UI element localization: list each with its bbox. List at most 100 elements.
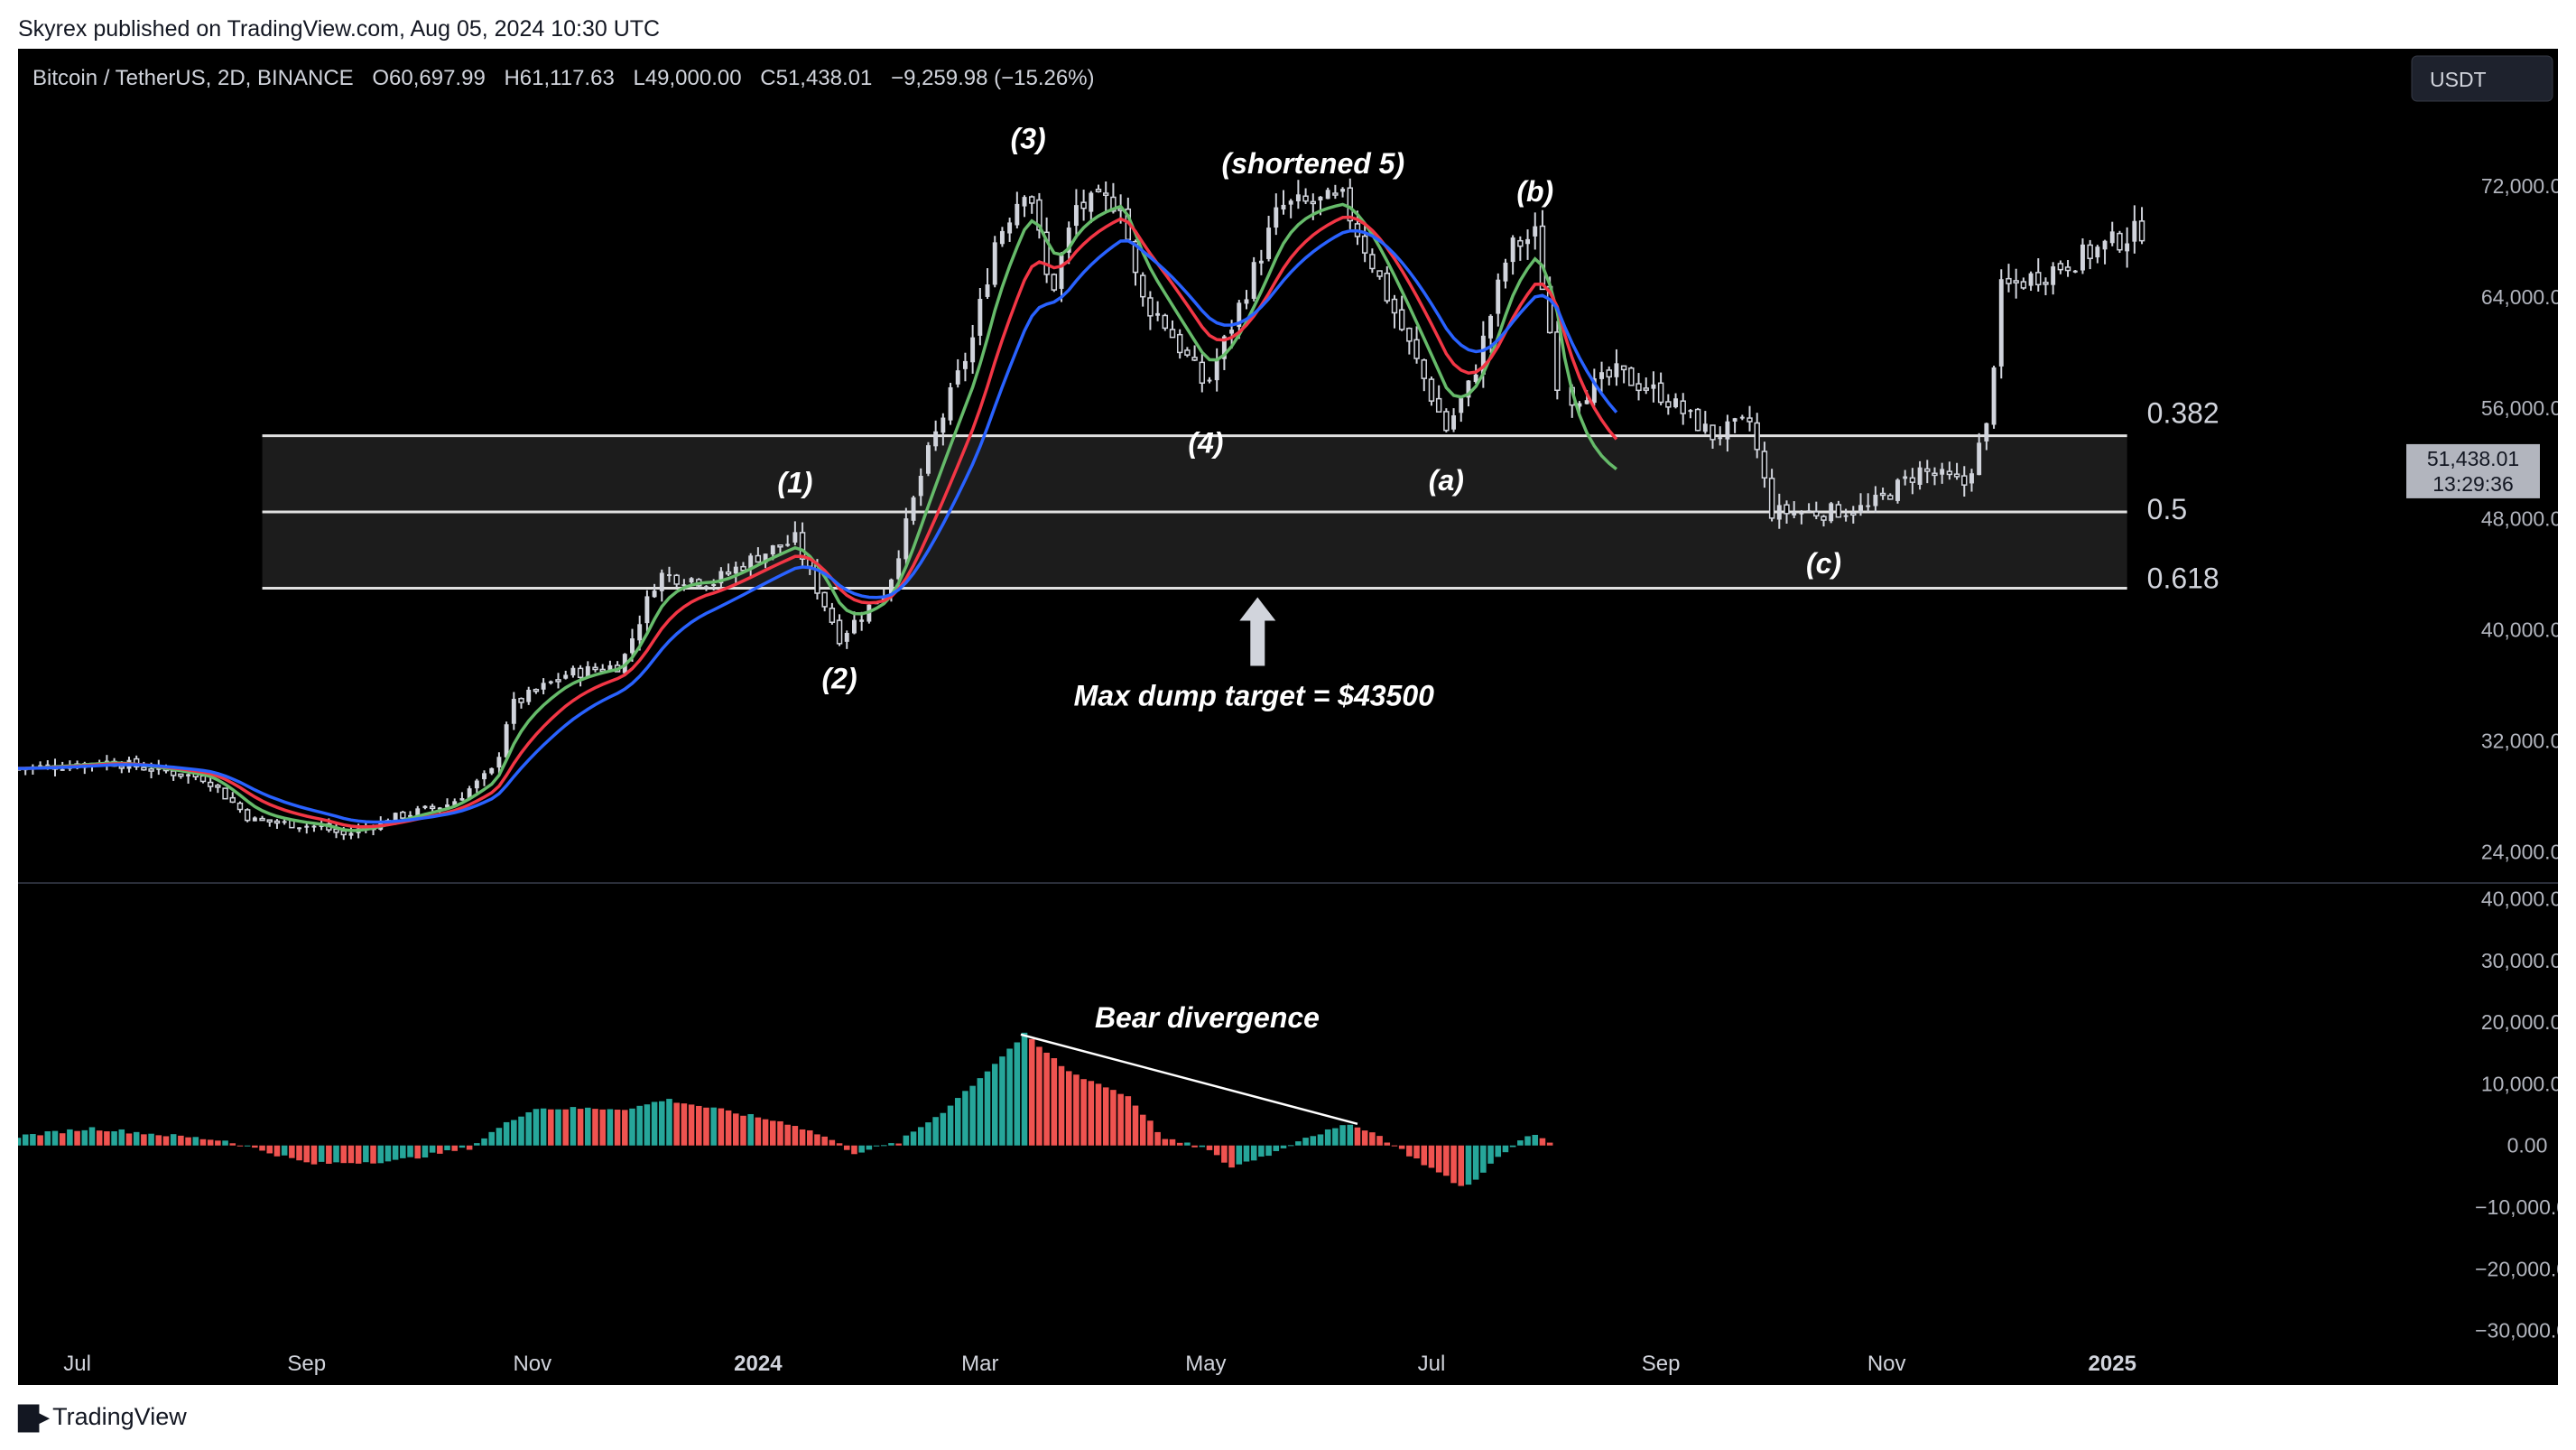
candle-body [1480, 335, 1486, 375]
candle-body [1909, 477, 1916, 483]
histogram-bar [1132, 1105, 1139, 1146]
histogram-bar [422, 1145, 429, 1158]
candle-body [925, 445, 931, 474]
candle-body [1251, 262, 1256, 299]
histogram-bar [252, 1145, 258, 1148]
candle-body [2095, 246, 2100, 258]
candle-body [170, 770, 177, 776]
histogram-bar [1258, 1145, 1265, 1157]
histogram-bar [51, 1130, 59, 1146]
histogram-bar [636, 1105, 643, 1146]
histogram-bar [1080, 1079, 1087, 1146]
oscillator-tick: 20,000.00 [2481, 1010, 2558, 1034]
histogram-bar [170, 1134, 177, 1146]
histogram-bar [192, 1137, 199, 1146]
fib-label: 0.618 [2147, 562, 2219, 595]
histogram-bar [747, 1113, 754, 1146]
candle-body [2080, 244, 2085, 271]
histogram-bar [1243, 1145, 1250, 1162]
candle-body [1620, 365, 1627, 371]
wave-label: (2) [822, 663, 857, 695]
histogram-bar [481, 1138, 487, 1146]
candle-body [1998, 279, 2004, 367]
candle-body [259, 817, 265, 822]
time-tick: Sep [287, 1352, 326, 1376]
candle-body [1361, 235, 1368, 254]
oscillator-histogram [18, 1032, 1553, 1186]
candle-body [489, 767, 495, 774]
histogram-bar [1347, 1124, 1354, 1146]
histogram-bar [296, 1145, 302, 1161]
time-axis[interactable]: Jul Sep Nov 2024 Mar May Jul Sep Nov 2025 [63, 1352, 2136, 1376]
candle-body [1924, 468, 1931, 472]
candle-body [704, 586, 709, 589]
price-tick: 40,000.00 [2481, 618, 2558, 642]
histogram-bar [347, 1145, 355, 1164]
candle-body [1258, 260, 1264, 264]
candle-body [1080, 201, 1087, 209]
candle-body [2013, 280, 2019, 283]
histogram-bar [1443, 1145, 1450, 1176]
histogram-bar [644, 1104, 651, 1146]
candle-body [496, 757, 502, 768]
candle-body [1191, 357, 1198, 361]
histogram-bar [814, 1134, 820, 1146]
candle-body [1295, 194, 1301, 201]
currency-button[interactable]: USDT [2411, 55, 2553, 102]
candle-body [718, 571, 724, 584]
histogram-bar [777, 1120, 783, 1146]
histogram-bar [1095, 1083, 1102, 1146]
candle-body [992, 242, 997, 285]
symbol-legend: Bitcoin / TetherUS, 2D, BINANCE O60,697.… [32, 66, 1095, 90]
published-line: Skyrex published on TradingView.com, Aug… [18, 16, 661, 42]
tradingview-brand[interactable]: ▇▸ TradingView [18, 1401, 187, 1433]
histogram-bar [1495, 1145, 1502, 1157]
oscillator-axis[interactable]: 40,000.00 30,000.00 20,000.00 10,000.00 0.00… [2475, 888, 2558, 1343]
candle-body [978, 299, 983, 336]
candle-body [1879, 492, 1886, 497]
histogram-bar [1154, 1131, 1161, 1146]
candle-body [607, 665, 613, 671]
price-tick: 72,000.00 [2481, 174, 2558, 198]
candle-body [2072, 270, 2078, 273]
candle-body [1340, 189, 1346, 192]
candle-body [1732, 418, 1737, 422]
candle-body [148, 768, 154, 772]
histogram-bar [1073, 1074, 1080, 1146]
histogram-bar [244, 1145, 251, 1147]
time-tick: 2024 [734, 1352, 783, 1376]
histogram-bar [1221, 1145, 1228, 1163]
price-tick: 24,000.00 [2481, 840, 2558, 863]
histogram-bar [806, 1129, 813, 1146]
candle-body [2064, 266, 2071, 272]
histogram-bar [74, 1130, 80, 1146]
histogram-bar [414, 1145, 422, 1159]
histogram-bar [81, 1129, 88, 1146]
price-axis[interactable]: 72,000.00 64,000.00 56,000.00 48,000.00 40,0… [2481, 174, 2558, 863]
histogram-bar [59, 1133, 66, 1146]
candle-body [1784, 504, 1790, 515]
candle-body [1510, 237, 1515, 263]
histogram-bar [1509, 1145, 1516, 1148]
histogram-bar [1384, 1142, 1391, 1146]
histogram-bar [821, 1136, 828, 1146]
histogram-bar [407, 1145, 413, 1157]
target-label: Max dump target = $43500 [1074, 680, 1434, 712]
candle-body [445, 804, 449, 808]
histogram-bar [44, 1131, 51, 1146]
candle-body [319, 825, 324, 828]
histogram-bar [1524, 1136, 1531, 1146]
histogram-bar [96, 1130, 103, 1146]
candle-body [711, 583, 717, 586]
legend-close: C51,438.01 [760, 66, 872, 90]
candle-body [948, 386, 953, 421]
candle-body [482, 773, 486, 780]
histogram-bar [999, 1056, 1005, 1146]
chart-frame[interactable]: 0.382 0.5 0.618 (1) (2) (3) (shortened 5) (4)(… [18, 49, 2558, 1385]
candle-body [1694, 408, 1701, 432]
histogram-bar [592, 1109, 598, 1146]
candle-body [1688, 410, 1693, 413]
currency-label[interactable]: USDT [2430, 68, 2487, 91]
candle-body [1459, 398, 1464, 414]
